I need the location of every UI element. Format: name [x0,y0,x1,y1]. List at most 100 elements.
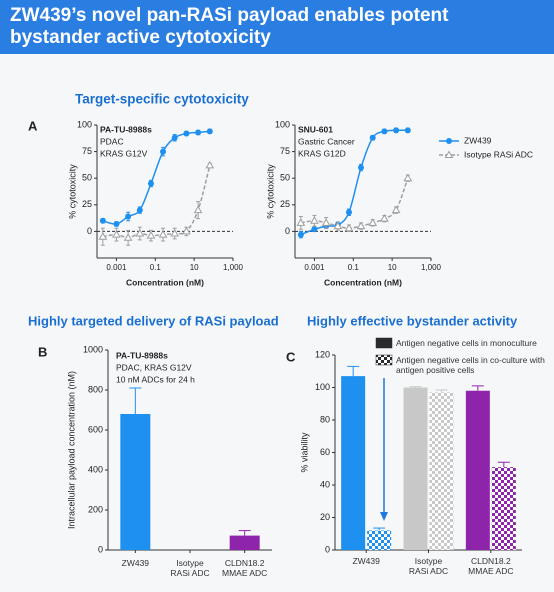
point [206,128,213,135]
annotation: KRAS G12V [100,148,148,158]
fit-curve [102,130,210,225]
point [344,223,354,232]
point [98,232,108,240]
x-tick-label: Isotype RASi ADC [408,556,449,576]
annotation: KRAS G12D [298,148,346,158]
y-tick-label: 25 [280,199,290,209]
point [321,218,331,226]
x-tick-label: 1,000 [223,263,244,272]
legend-marker [446,138,452,144]
bar [341,376,366,550]
legend-label: ZW439 [464,135,492,145]
point [158,230,168,238]
y-tick-label: 20 [320,512,330,522]
y-tick-label: 100 [77,119,92,129]
y-tick-label: 100 [315,382,330,392]
y-tick-label: 75 [280,146,290,156]
bar [429,392,454,550]
point [182,226,191,235]
point [112,230,121,238]
y-tick-label: 600 [88,424,103,434]
point [193,205,203,214]
x-tick-label: 10 [190,263,199,272]
legend-label: Antigen negative cells in monoculture [396,338,537,348]
x-tick-label: CLDN18.2 MMAE ADC [468,556,514,576]
x-axis-label: Concentration (nM) [126,277,204,287]
legend-label: Antigen negative cells in co-culture wit… [396,355,545,375]
y-tick-label: 0 [285,226,290,236]
annotation: PDAC [100,136,124,146]
point [135,229,145,237]
x-tick-label: 0.001 [106,263,127,272]
header-band [0,0,554,54]
point [136,207,143,214]
bar [465,390,490,550]
point [369,134,376,141]
point [380,214,389,222]
y-tick-label: 200 [88,504,103,514]
point [183,130,190,137]
bar [491,467,516,550]
y-tick-label: 0 [325,544,330,554]
panel-letter: B [38,344,47,359]
point [113,220,120,227]
x-tick-label: 0.1 [348,263,360,272]
annotation: PA-TU-8988s [116,350,168,360]
bar [367,530,392,550]
section-title: Target-specific cytotoxicity [75,92,249,107]
point [393,127,400,134]
y-axis-label: % cytotoxicity [265,164,275,219]
point [123,233,133,241]
y-axis-label: Intracellular payload concentration (nM) [66,371,76,529]
annotation: Gastric Cancer [298,136,355,146]
x-tick-label: ZW439 [121,558,150,568]
y-tick-label: 50 [280,173,290,183]
x-tick-label: 0.001 [304,263,325,272]
point [403,173,413,182]
point [296,218,306,226]
point [147,180,154,187]
bar [403,387,428,550]
point [160,148,167,155]
y-tick-label: 60 [320,447,330,457]
x-tick-label: Isotype RASi ADC [170,558,210,578]
y-tick-label: 80 [320,414,330,424]
y-tick-label: 100 [275,119,290,129]
fit-curve [102,165,211,239]
panel-letter: C [286,349,296,364]
point [381,128,388,135]
y-tick-label: 0 [87,226,92,236]
point [404,127,411,134]
bar [120,414,151,550]
point [345,209,352,216]
section-title: Highly targeted delivery of RASi payload [28,313,279,328]
x-tick-label: CLDN18.2 MMAE ADC [221,558,268,578]
x-tick-label: 1,000 [421,263,442,272]
point [146,231,156,239]
y-tick-label: 75 [82,146,92,156]
point [297,231,304,238]
annotation: PA-TU-8988s [100,124,152,134]
y-tick-label: 1000 [83,344,103,354]
legend-swatch [375,354,393,366]
arrow-head [380,512,388,521]
y-tick-label: 400 [88,464,103,474]
annotation: SNU-601 [298,124,333,134]
y-tick-label: 40 [320,479,330,489]
y-axis-label: % cytotoxicity [67,164,77,219]
legend-marker [444,150,454,158]
point [171,134,178,141]
point [205,160,215,169]
bar [229,535,260,550]
point [358,164,365,171]
x-tick-label: ZW439 [352,556,380,566]
annotation: PDAC, KRAS G12V [116,362,192,372]
fit-curve [300,177,409,229]
fit-curve [300,129,408,236]
y-axis-label: % viability [299,432,309,473]
point [391,205,401,214]
point [170,229,180,237]
legend-swatch [375,337,393,349]
